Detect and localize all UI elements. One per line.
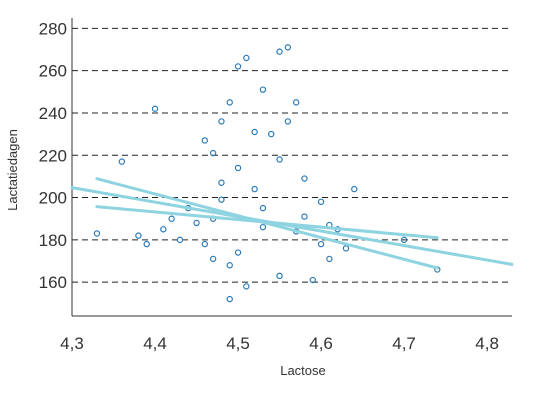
data-point	[301, 213, 308, 220]
trend-lines	[70, 177, 514, 270]
data-point	[176, 236, 184, 244]
data-point	[226, 295, 233, 303]
data-point	[143, 240, 150, 248]
x-tick-label: 4,4	[143, 334, 167, 353]
x-tick-label: 4,7	[392, 334, 416, 353]
trend-line	[95, 205, 439, 240]
data-point	[301, 175, 308, 182]
data-point	[234, 249, 242, 256]
data-point	[201, 137, 209, 144]
data-point	[351, 185, 358, 193]
y-tick-label: 280	[39, 19, 67, 38]
y-axis-title: Lactatiedagen	[5, 129, 20, 211]
data-point	[259, 86, 267, 93]
data-points	[93, 44, 441, 303]
y-tick-label: 180	[39, 231, 67, 250]
data-point	[317, 198, 325, 205]
data-point	[160, 226, 167, 233]
y-tick-labels: 160 180 200 220 240 260 280	[39, 19, 67, 292]
data-point	[284, 118, 292, 125]
x-axis-title: Lactose	[280, 363, 326, 378]
data-point	[251, 185, 258, 193]
grid-lines	[72, 27, 512, 283]
data-point	[243, 54, 250, 62]
data-point	[317, 240, 325, 248]
data-point	[284, 44, 292, 51]
axes	[71, 18, 512, 317]
y-tick-label: 240	[39, 104, 67, 123]
x-tick-label: 4,6	[309, 334, 333, 353]
trend-line	[70, 186, 514, 266]
data-point	[193, 219, 200, 227]
data-point	[309, 276, 316, 284]
data-point	[118, 158, 126, 165]
data-point	[93, 230, 101, 237]
x-tick-label: 4,5	[226, 334, 250, 353]
y-tick-label: 160	[39, 273, 67, 292]
data-point	[251, 128, 258, 136]
data-point	[218, 179, 225, 186]
data-point	[268, 130, 275, 138]
data-point	[259, 223, 267, 231]
data-point	[243, 283, 250, 290]
data-point	[209, 255, 217, 263]
y-tick-label: 260	[39, 62, 67, 81]
data-point	[168, 215, 175, 222]
x-tick-label: 4,8	[475, 334, 499, 353]
y-tick-label: 200	[39, 189, 67, 208]
data-point	[342, 245, 350, 252]
data-point	[226, 262, 233, 269]
data-point	[209, 149, 217, 157]
data-point	[218, 118, 225, 125]
data-point	[276, 272, 283, 280]
x-tick-labels: 4,3 4,4 4,5 4,6 4,7 4,8	[60, 334, 499, 353]
data-point	[201, 240, 209, 248]
data-point	[292, 99, 300, 106]
x-tick-label: 4,3	[60, 334, 84, 353]
data-point	[259, 204, 267, 212]
data-point	[234, 63, 242, 70]
data-point	[135, 232, 142, 239]
data-point	[326, 255, 333, 263]
y-tick-label: 220	[39, 146, 67, 165]
data-point	[234, 164, 242, 172]
data-point	[226, 99, 233, 106]
data-point	[218, 196, 225, 203]
data-point	[276, 156, 283, 163]
data-point	[276, 48, 283, 55]
data-point	[400, 236, 408, 244]
data-point	[151, 105, 159, 112]
